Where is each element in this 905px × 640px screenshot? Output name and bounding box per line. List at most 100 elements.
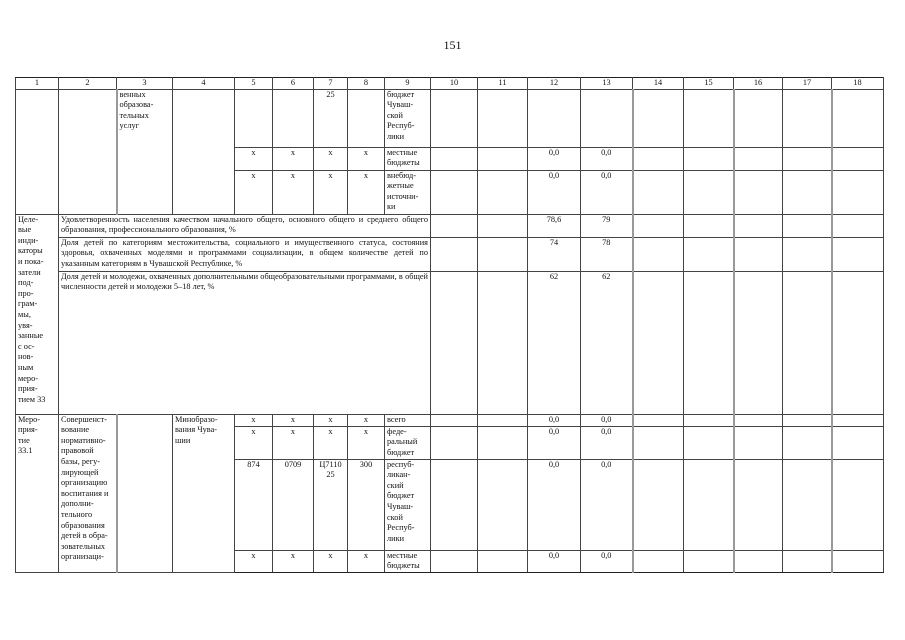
column-number-9: 9 bbox=[384, 77, 431, 90]
cell-value-13: 0,0 bbox=[580, 549, 633, 573]
indicator-value-12: 78,6 bbox=[527, 213, 581, 238]
cell-empty bbox=[683, 549, 734, 573]
cell-empty bbox=[782, 458, 832, 551]
cell-empty bbox=[830, 236, 884, 272]
indicator-value-13: 79 bbox=[580, 213, 633, 238]
cell-empty bbox=[631, 458, 684, 551]
cell-source: бюджет Чуваш- ской Респуб- лики bbox=[384, 88, 431, 148]
event-row: Меро- прия- тие 33.1 Совершенст- вование… bbox=[15, 413, 884, 573]
cell-empty bbox=[115, 413, 173, 573]
column-number-1: 1 bbox=[15, 77, 59, 90]
cell-empty bbox=[732, 213, 783, 238]
indicator-text: Доля детей и молодежи, охваченных дополн… bbox=[58, 270, 431, 415]
cell-empty bbox=[683, 169, 734, 215]
column-number-16: 16 bbox=[733, 77, 783, 90]
cell-section bbox=[272, 88, 314, 148]
cell-empty bbox=[477, 425, 528, 460]
cell-target: x bbox=[313, 425, 348, 460]
indicator-text: Доля детей по категориям местожительства… bbox=[58, 236, 431, 272]
column-number-5: 5 bbox=[234, 77, 273, 90]
cell-event-name: венных образова- тельных услуг bbox=[115, 88, 173, 215]
cell-empty bbox=[631, 169, 684, 215]
cell-section: x bbox=[272, 169, 314, 215]
cell-empty bbox=[430, 169, 478, 215]
cell-empty bbox=[683, 146, 734, 171]
cell-value-12: 0,0 bbox=[527, 146, 581, 171]
cell-source: респуб- ликан- ский бюджет Чуваш- ской Р… bbox=[384, 458, 431, 551]
cell-empty bbox=[732, 413, 783, 427]
column-number-4: 4 bbox=[172, 77, 235, 90]
cell-empty bbox=[732, 549, 783, 573]
cell-type: 300 bbox=[347, 458, 385, 551]
column-number-18: 18 bbox=[831, 77, 884, 90]
cell-empty bbox=[430, 88, 478, 148]
cell-empty bbox=[683, 413, 734, 427]
cell-value-13 bbox=[580, 88, 633, 148]
cell-empty bbox=[477, 146, 528, 171]
cell-empty bbox=[477, 458, 528, 551]
page-number: 151 bbox=[443, 38, 462, 52]
cell-type: x bbox=[347, 549, 385, 573]
indicators-label: Целе- вые инди- каторы и пока- затели по… bbox=[15, 213, 59, 415]
cell-value-12 bbox=[527, 88, 581, 148]
cell-empty bbox=[477, 549, 528, 573]
cell-empty bbox=[631, 425, 684, 460]
cell-empty bbox=[732, 236, 783, 272]
cell-empty bbox=[732, 146, 783, 171]
cell-empty bbox=[782, 146, 832, 171]
cell-source: местные бюджеты bbox=[384, 549, 431, 573]
cell-empty bbox=[732, 458, 783, 551]
cell-source: внебюд- жетные источни- ки bbox=[384, 169, 431, 215]
cell-empty bbox=[830, 425, 884, 460]
indicator-row: Целе- вые инди- каторы и пока- затели по… bbox=[15, 213, 884, 415]
cell-section: 0709 bbox=[272, 458, 314, 551]
cell-empty bbox=[631, 270, 684, 415]
cell-empty bbox=[631, 549, 684, 573]
cell-empty bbox=[782, 169, 832, 215]
cell-empty bbox=[782, 270, 832, 415]
cell-empty bbox=[782, 425, 832, 460]
cell-grbs: x bbox=[234, 549, 273, 573]
cell-empty bbox=[477, 270, 528, 415]
cell-empty bbox=[430, 425, 478, 460]
cell-empty bbox=[683, 425, 734, 460]
cell-type: x bbox=[347, 146, 385, 171]
cell-empty bbox=[631, 413, 684, 427]
cell-empty bbox=[430, 146, 478, 171]
cell-grbs: x bbox=[234, 413, 273, 427]
indicator-value-12: 62 bbox=[527, 270, 581, 415]
cell-empty bbox=[631, 213, 684, 238]
indicator-text: Удовлетворенность населения качеством на… bbox=[58, 213, 431, 238]
column-number-13: 13 bbox=[580, 77, 633, 90]
cell-empty bbox=[782, 236, 832, 272]
column-number-6: 6 bbox=[272, 77, 314, 90]
indicator-value-13: 62 bbox=[580, 270, 633, 415]
cell-empty bbox=[430, 413, 478, 427]
cell-empty bbox=[830, 169, 884, 215]
cell-empty bbox=[782, 213, 832, 238]
cell-value-13: 0,0 bbox=[580, 413, 633, 427]
cell-value-12: 0,0 bbox=[527, 425, 581, 460]
cell-target: Ц7110 25 bbox=[313, 458, 348, 551]
indicator-value-12: 74 bbox=[527, 236, 581, 272]
cell-value-12: 0,0 bbox=[527, 413, 581, 427]
cell-empty bbox=[430, 236, 478, 272]
cell-empty bbox=[683, 458, 734, 551]
column-number-7: 7 bbox=[313, 77, 348, 90]
indicator-row: Доля детей и молодежи, охваченных дополн… bbox=[16, 270, 884, 415]
cell-section: x bbox=[272, 146, 314, 171]
column-number-10: 10 bbox=[430, 77, 478, 90]
indicator-row: Доля детей по категориям местожительства… bbox=[16, 236, 884, 272]
cell-empty bbox=[830, 88, 884, 148]
cell-empty bbox=[830, 213, 884, 238]
cell-empty bbox=[683, 236, 734, 272]
cell-value-13: 0,0 bbox=[580, 425, 633, 460]
cell-grbs: x bbox=[234, 425, 273, 460]
cell-target: 25 bbox=[313, 88, 348, 148]
cell-empty bbox=[631, 146, 684, 171]
cell-empty bbox=[430, 549, 478, 573]
cell-source: феде- ральный бюджет bbox=[384, 425, 431, 460]
cell-empty bbox=[830, 549, 884, 573]
event-name: Совершенст- вование нормативно- правовой… bbox=[58, 413, 117, 573]
cell-section: x bbox=[272, 413, 314, 427]
